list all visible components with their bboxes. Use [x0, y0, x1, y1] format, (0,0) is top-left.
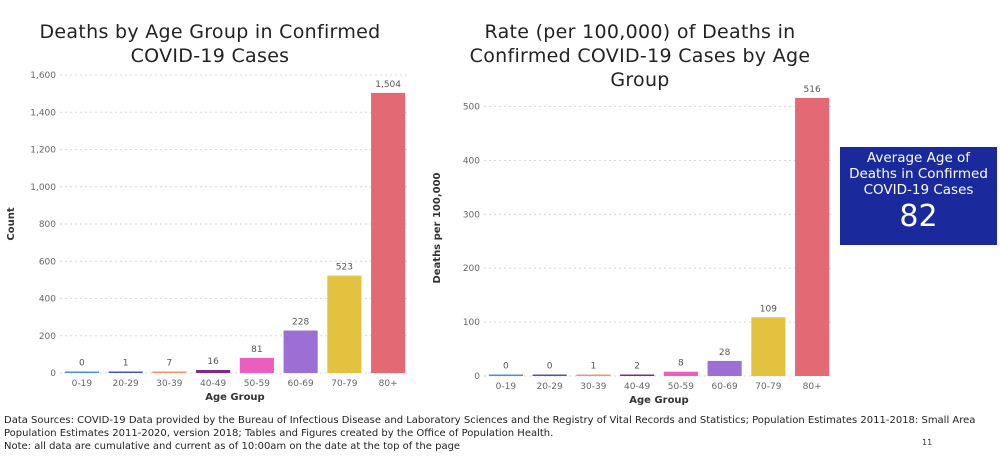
chart1-ytick-label: 1,200 [30, 146, 56, 156]
chart1-xtick-label: 20-29 [113, 379, 139, 389]
page-number: 11 [922, 438, 933, 447]
chart1-ytick-label: 800 [39, 220, 56, 230]
chart1-bar-40-49 [196, 370, 231, 373]
average-age-title: Average Age of Deaths in Confirmed COVID… [849, 150, 988, 198]
chart2-data-label: 0 [503, 362, 509, 372]
chart1-ytick-label: 1,600 [30, 71, 56, 81]
chart2-data-label: 1 [591, 362, 597, 372]
chart1-ytick-label: 0 [50, 369, 56, 379]
chart1-bar-30-39 [152, 371, 187, 373]
chart1-bar-0-19 [64, 371, 99, 373]
chart1-title: Deaths by Age Group in Confirmed COVID-1… [39, 21, 381, 67]
note-text: Note: all data are cumulative and curren… [4, 441, 461, 452]
chart2-xtick-label: 80+ [803, 382, 822, 392]
chart1-xtick-label: 50-59 [244, 379, 270, 389]
chart1-bar-20-29 [108, 371, 143, 373]
chart1-data-label: 0 [79, 359, 85, 369]
chart2-xaxis-label: Age Group [629, 395, 688, 406]
chart2-ytick-label: 200 [463, 264, 480, 274]
chart2-bar-0-19 [488, 374, 523, 376]
chart2-bar-20-29 [532, 374, 567, 376]
chart2-xtick-label: 20-29 [537, 382, 563, 392]
chart2-xtick-label: 70-79 [755, 382, 781, 392]
chart2-yaxis-label: Deaths per 100,000 [432, 172, 443, 283]
chart2-death-rate-by-age: 0 100 200 300 400 500 0 0-19 0 20-29 1 30-39 2 40-49 8… [432, 85, 834, 406]
chart1-xtick-label: 0-19 [72, 379, 93, 389]
chart1-xtick-label: 80+ [379, 379, 398, 389]
chart1-data-label: 7 [167, 359, 173, 369]
chart1-ytick-label: 1,400 [30, 108, 56, 118]
chart2-xtick-label: 50-59 [668, 382, 694, 392]
chart2-xtick-label: 30-39 [580, 382, 606, 392]
chart1-bar-60-69 [283, 330, 318, 373]
chart1-yaxis-label: Count [6, 207, 17, 240]
chart1-bar-50-59 [239, 357, 274, 373]
chart2-bar-60-69 [707, 360, 742, 376]
chart2-ytick-label: 0 [474, 372, 480, 382]
chart1-xtick-label: 30-39 [156, 379, 182, 389]
chart1-data-label: 228 [292, 318, 309, 328]
footer: Data Sources: COVID-19 Data provided by … [4, 414, 994, 453]
chart1-deaths-by-age: 0 200 400 600 800 1,000 1,200 1,400 1,600 0 0-19 1 2… [6, 71, 410, 403]
chart2-bar-50-59 [663, 371, 698, 376]
chart2-ytick-label: 400 [463, 156, 480, 166]
data-sources-text: Data Sources: COVID-19 Data provided by … [4, 415, 976, 439]
chart1-data-label: 523 [336, 263, 353, 273]
chart2-xtick-label: 40-49 [624, 382, 650, 392]
chart2-bar-80+ [795, 97, 830, 376]
chart2-xtick-label: 0-19 [496, 382, 517, 392]
chart2-data-label: 2 [634, 362, 640, 372]
chart1-data-label: 1 [123, 359, 129, 369]
chart2-data-label: 8 [678, 359, 684, 369]
chart1-xtick-label: 70-79 [331, 379, 357, 389]
chart1-data-label: 81 [251, 345, 262, 355]
chart1-bar-80+ [371, 92, 406, 373]
chart2-data-label: 109 [760, 304, 777, 314]
chart1-data-label: 16 [207, 357, 219, 367]
chart1-xaxis-label: Age Group [205, 392, 264, 403]
chart2-data-label: 0 [547, 362, 553, 372]
chart1-ytick-label: 600 [39, 257, 56, 267]
average-age-card: Average Age of Deaths in Confirmed COVID… [840, 147, 997, 245]
chart2-bar-30-39 [576, 374, 611, 376]
chart2-data-label: 516 [804, 85, 821, 95]
chart1-ytick-label: 1,000 [30, 183, 56, 193]
chart1-ytick-label: 400 [39, 295, 56, 305]
chart2-ytick-label: 500 [463, 103, 480, 113]
chart2-data-label: 28 [719, 348, 731, 358]
chart1-bar-70-79 [327, 275, 362, 373]
chart2-title: Rate (per 100,000) of Deaths in Confirme… [469, 21, 811, 91]
chart2-xtick-label: 60-69 [712, 382, 738, 392]
average-age-value: 82 [899, 199, 938, 234]
chart2-bar-70-79 [751, 317, 786, 376]
chart1-ytick-label: 200 [39, 332, 56, 342]
chart1-xtick-label: 60-69 [288, 379, 314, 389]
chart2-ytick-label: 100 [463, 318, 480, 328]
chart2-bar-40-49 [620, 374, 655, 376]
chart1-data-label: 1,504 [375, 80, 401, 90]
chart2-ytick-label: 300 [463, 210, 480, 220]
chart1-xtick-label: 40-49 [200, 379, 226, 389]
